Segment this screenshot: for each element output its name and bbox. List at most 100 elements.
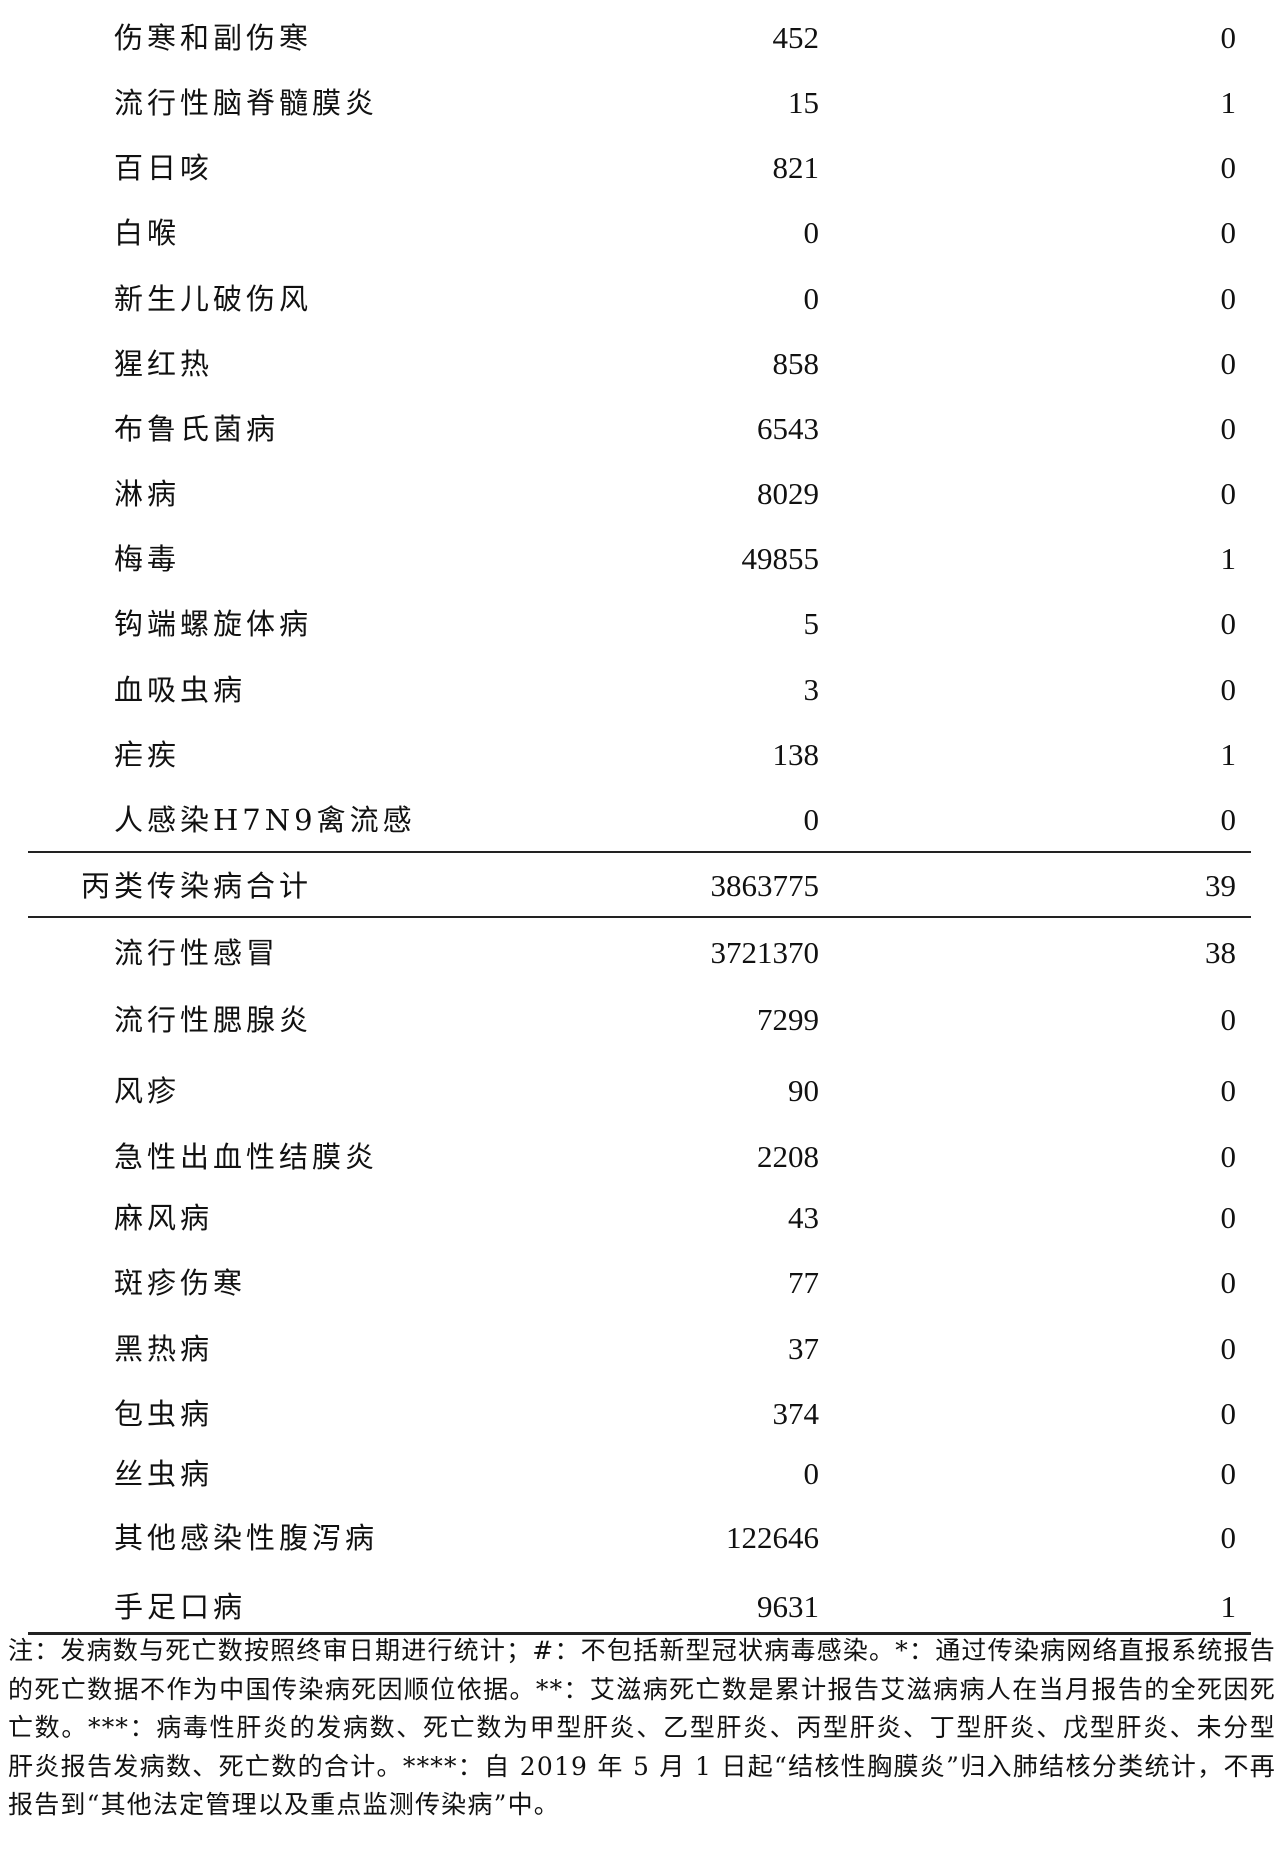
table-divider xyxy=(28,851,1251,853)
table-row: 疟疾 138 1 xyxy=(0,735,1280,775)
case-count: 122646 xyxy=(726,1520,819,1555)
case-count: 0 xyxy=(803,281,820,316)
case-count: 43 xyxy=(788,1200,819,1235)
case-count: 8029 xyxy=(757,476,819,511)
table-row: 人感染H7N9禽流感 0 0 xyxy=(0,800,1280,840)
case-count: 858 xyxy=(772,346,820,381)
case-count: 5 xyxy=(803,606,820,641)
table-row: 丝虫病 0 0 xyxy=(0,1454,1280,1494)
case-count: 77 xyxy=(788,1265,819,1300)
case-count: 3 xyxy=(803,672,820,707)
case-count: 452 xyxy=(772,20,820,55)
death-count: 0 xyxy=(1220,346,1237,381)
case-count: 49855 xyxy=(741,541,820,576)
death-count: 0 xyxy=(1220,1396,1237,1431)
case-count: 3721370 xyxy=(710,935,820,970)
table-row: 包虫病 374 0 xyxy=(0,1394,1280,1434)
death-count: 0 xyxy=(1220,1073,1237,1108)
disease-name: 风疹 xyxy=(114,1074,181,1108)
total-label: 丙类传染病合计 xyxy=(81,869,313,903)
table-row: 麻风病 43 0 xyxy=(0,1198,1280,1238)
disease-name: 丝虫病 xyxy=(114,1457,214,1491)
death-count: 0 xyxy=(1220,1520,1237,1555)
disease-name: 淋病 xyxy=(114,477,181,511)
case-count: 6543 xyxy=(757,411,819,446)
disease-name: 流行性感冒 xyxy=(114,936,280,970)
death-count: 0 xyxy=(1220,150,1237,185)
disease-name: 梅毒 xyxy=(114,542,181,576)
disease-name: 麻风病 xyxy=(114,1201,214,1235)
table-row: 伤寒和副伤寒 452 0 xyxy=(0,18,1280,58)
case-count: 2208 xyxy=(757,1139,819,1174)
death-count: 0 xyxy=(1220,215,1237,250)
death-count: 0 xyxy=(1220,20,1237,55)
disease-name: 百日咳 xyxy=(114,151,214,185)
disease-name: 伤寒和副伤寒 xyxy=(114,21,313,55)
case-count: 821 xyxy=(772,150,820,185)
total-deaths: 39 xyxy=(1205,868,1236,903)
death-count: 1 xyxy=(1220,541,1237,576)
disease-name: 布鲁氏菌病 xyxy=(114,412,280,446)
case-count: 0 xyxy=(803,215,820,250)
table-row: 猩红热 858 0 xyxy=(0,344,1280,384)
death-count: 0 xyxy=(1220,672,1237,707)
disease-name: 流行性脑脊髓膜炎 xyxy=(114,86,379,120)
case-count: 374 xyxy=(772,1396,820,1431)
death-count: 0 xyxy=(1220,1456,1237,1491)
death-count: 0 xyxy=(1220,802,1237,837)
total-row: 丙类传染病合计 3863775 39 xyxy=(0,866,1280,906)
death-count: 0 xyxy=(1220,1265,1237,1300)
disease-name: 疟疾 xyxy=(114,738,181,772)
table-row: 风疹 90 0 xyxy=(0,1071,1280,1111)
table-row: 流行性感冒 3721370 38 xyxy=(0,933,1280,973)
death-count: 1 xyxy=(1220,1589,1237,1624)
disease-name: 斑疹伤寒 xyxy=(114,1266,247,1300)
disease-name: 手足口病 xyxy=(114,1590,247,1624)
death-count: 0 xyxy=(1220,281,1237,316)
case-count: 7299 xyxy=(757,1002,819,1037)
disease-name: 血吸虫病 xyxy=(114,673,247,707)
disease-name: 包虫病 xyxy=(114,1397,214,1431)
disease-name: 猩红热 xyxy=(114,347,214,381)
table-bottom-rule xyxy=(28,1632,1251,1635)
table-row: 其他感染性腹泻病 122646 0 xyxy=(0,1518,1280,1558)
total-cases: 3863775 xyxy=(710,868,820,903)
table-row: 淋病 8029 0 xyxy=(0,474,1280,514)
table-row: 手足口病 9631 1 xyxy=(0,1587,1280,1627)
table-row: 流行性脑脊髓膜炎 15 1 xyxy=(0,83,1280,123)
table-row: 百日咳 821 0 xyxy=(0,148,1280,188)
case-count: 37 xyxy=(788,1331,819,1366)
case-count: 0 xyxy=(803,802,820,837)
death-count: 0 xyxy=(1220,1139,1237,1174)
table-row: 斑疹伤寒 77 0 xyxy=(0,1263,1280,1303)
death-count: 0 xyxy=(1220,1002,1237,1037)
case-count: 90 xyxy=(788,1073,819,1108)
table-divider xyxy=(28,916,1251,918)
table-row: 梅毒 49855 1 xyxy=(0,539,1280,579)
case-count: 0 xyxy=(803,1456,820,1491)
case-count: 138 xyxy=(772,737,820,772)
disease-name: 急性出血性结膜炎 xyxy=(114,1140,379,1174)
table-row: 钩端螺旋体病 5 0 xyxy=(0,604,1280,644)
disease-name: 流行性腮腺炎 xyxy=(114,1003,313,1037)
death-count: 38 xyxy=(1205,935,1236,970)
table-row: 黑热病 37 0 xyxy=(0,1329,1280,1369)
death-count: 0 xyxy=(1220,411,1237,446)
case-count: 15 xyxy=(788,85,819,120)
death-count: 0 xyxy=(1220,476,1237,511)
death-count: 1 xyxy=(1220,85,1237,120)
disease-name: 白喉 xyxy=(114,216,181,250)
table-row: 急性出血性结膜炎 2208 0 xyxy=(0,1137,1280,1177)
disease-name: 其他感染性腹泻病 xyxy=(114,1521,379,1555)
footnote: 注：发病数与死亡数按照终审日期进行统计；#：不包括新型冠状病毒感染。*：通过传染… xyxy=(8,1636,1276,1819)
table-row: 布鲁氏菌病 6543 0 xyxy=(0,409,1280,449)
disease-name: 黑热病 xyxy=(114,1332,214,1366)
disease-name: 人感染H7N9禽流感 xyxy=(114,803,416,837)
death-count: 0 xyxy=(1220,606,1237,641)
table-row: 血吸虫病 3 0 xyxy=(0,670,1280,710)
disease-name: 新生儿破伤风 xyxy=(114,282,313,316)
death-count: 1 xyxy=(1220,737,1237,772)
table-row: 新生儿破伤风 0 0 xyxy=(0,279,1280,319)
death-count: 0 xyxy=(1220,1200,1237,1235)
death-count: 0 xyxy=(1220,1331,1237,1366)
